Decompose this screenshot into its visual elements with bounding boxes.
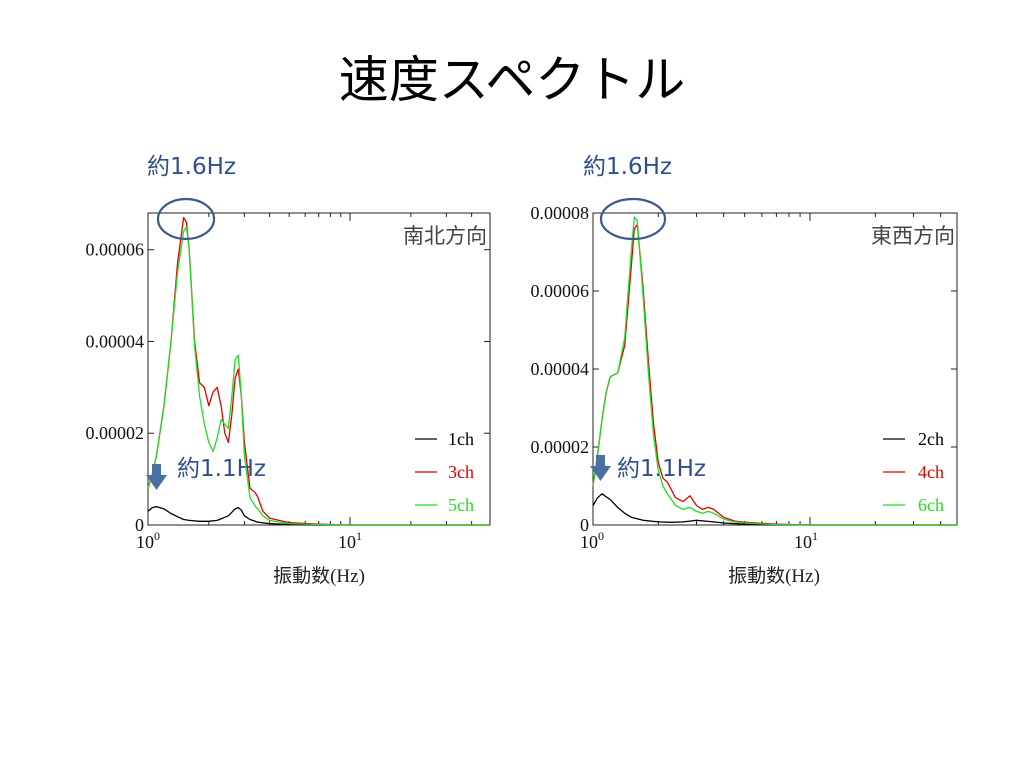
y-tick-label-right-3: 0.00006 [531, 281, 590, 301]
low-frequency-label-right: 約1.1Hz [617, 456, 706, 482]
direction-label-right: 東西方向 [871, 224, 955, 248]
chart-panel-right: 0 0.00002 0.00004 0.00006 0.00008 100 101 東西… [531, 197, 958, 587]
down-arrow-icon [590, 455, 611, 481]
down-arrow-icon [146, 464, 167, 490]
y-tick-label-right-2: 0.00004 [531, 359, 590, 379]
legend-left: 1ch 3ch 5ch [415, 429, 474, 515]
legend-label-6ch: 6ch [918, 495, 944, 515]
legend-label-5ch: 5ch [448, 495, 474, 515]
legend-right: 2ch 4ch 6ch [883, 429, 944, 515]
series-line-4ch [592, 224, 957, 526]
y-tick-label-left-1: 0.00002 [86, 423, 145, 443]
x-ticks-right: 100 101 [580, 213, 942, 552]
y-tick-label-right-4: 0.00008 [531, 203, 590, 223]
legend-label-3ch: 3ch [448, 462, 474, 482]
series-line-6ch [592, 216, 957, 526]
x-axis-label-right: 振動数(Hz) [728, 565, 820, 587]
y-tick-label-left-3: 0.00006 [86, 240, 145, 260]
x-axis-label-left: 振動数(Hz) [273, 565, 365, 587]
series-line-1ch [147, 505, 490, 526]
legend-label-4ch: 4ch [918, 462, 944, 482]
legend-label-2ch: 2ch [918, 429, 944, 449]
x-tick-label-right-1: 101 [794, 529, 818, 552]
peak-frequency-label-right: 約1.6Hz [583, 154, 672, 180]
series-right [592, 216, 957, 526]
x-tick-label-left-1: 101 [338, 529, 362, 552]
y-tick-label-left-2: 0.00004 [86, 331, 145, 351]
legend-label-1ch: 1ch [448, 429, 474, 449]
y-tick-label-right-1: 0.00002 [531, 437, 590, 457]
y-tick-label-left-0: 0 [135, 515, 144, 535]
peak-highlight-circle-right [599, 197, 667, 241]
y-tick-label-right-0: 0 [580, 515, 589, 535]
peak-highlight-circle-left [156, 197, 216, 241]
series-line-3ch [147, 216, 490, 526]
y-ticks-right: 0 0.00002 0.00004 0.00006 0.00008 [531, 203, 957, 535]
series-line-2ch [592, 493, 957, 526]
low-frequency-label-left: 約1.1Hz [177, 456, 266, 482]
peak-frequency-label-left: 約1.6Hz [147, 154, 236, 180]
direction-label-left: 南北方向 [403, 224, 487, 248]
x-ticks-left: 100 101 [136, 213, 473, 552]
slide-title: 速度スペクトル [338, 51, 686, 109]
plot-frame-left [147, 212, 491, 526]
series-line-5ch [147, 226, 490, 526]
chart-panel-left: 0 0.00002 0.00004 0.00006 100 101 南北方向 振動数(… [86, 197, 491, 587]
series-left [147, 216, 490, 526]
x-tick-label-left-0: 100 [136, 529, 160, 552]
x-tick-label-right-0: 100 [580, 529, 604, 552]
y-ticks-left: 0 0.00002 0.00004 0.00006 [86, 240, 490, 535]
